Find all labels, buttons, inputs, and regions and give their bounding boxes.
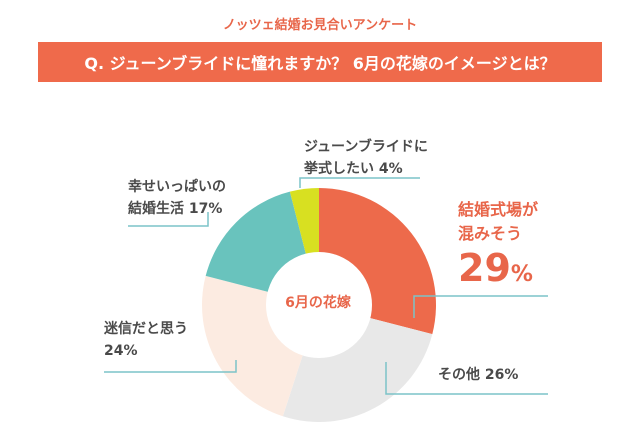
leader-happy-life — [128, 212, 209, 227]
donut-hole — [266, 252, 372, 358]
slice-label-line1: 迷信だと思う — [104, 321, 188, 337]
slice-value: 4% — [378, 161, 403, 177]
slice-label-line1: 結婚式場が — [458, 200, 539, 219]
slice-label-other: その他 26% — [438, 364, 518, 386]
slice-value: 24% — [104, 343, 138, 359]
slice-label-line1: 幸せいっぱいの — [128, 179, 226, 195]
slice-label-happy-life: 幸せいっぱいの 結婚生活 17% — [128, 176, 226, 220]
slice-label-line1: ジューンブライドに — [304, 139, 428, 155]
slice-label-want-june-wedding: ジューンブライドに 挙式したい 4% — [304, 136, 428, 180]
slice-value: 26% — [484, 367, 519, 383]
leader-want-june-wedding — [299, 177, 420, 188]
slice-value: 17% — [188, 201, 223, 217]
slice-value: 29% — [458, 246, 538, 297]
slice-label-superstition: 迷信だと思う 24% — [104, 318, 188, 362]
slice-label-line2-row: 結婚生活 17% — [128, 198, 226, 220]
leader-venue-crowded — [413, 295, 548, 318]
survey-title: ノッツェ結婚お見合いアンケート — [222, 18, 418, 33]
slice-label-line2-row: 挙式したい 4% — [304, 158, 428, 180]
slice-label-line2: 結婚生活 — [128, 201, 184, 217]
slice-label-venue-crowded: 結婚式場が 混みそう 29% — [458, 198, 538, 297]
leader-other — [385, 362, 548, 395]
slice-value-unit: % — [510, 262, 533, 287]
question-text: Q. ジューンブライドに憧れますか？ 6月の花嫁のイメージとは？ — [84, 54, 556, 73]
slice-label-line1: その他 — [438, 367, 480, 383]
donut-center-label: 6月の花嫁 — [285, 295, 351, 311]
slice-label-line2: 挙式したい — [304, 161, 374, 177]
leader-superstition — [104, 360, 237, 373]
slice-label-line2: 混みそう — [458, 224, 523, 243]
slice-value-number: 29 — [458, 246, 511, 290]
question-banner: Q. ジューンブライドに憧れますか？ 6月の花嫁のイメージとは？ — [38, 42, 602, 82]
